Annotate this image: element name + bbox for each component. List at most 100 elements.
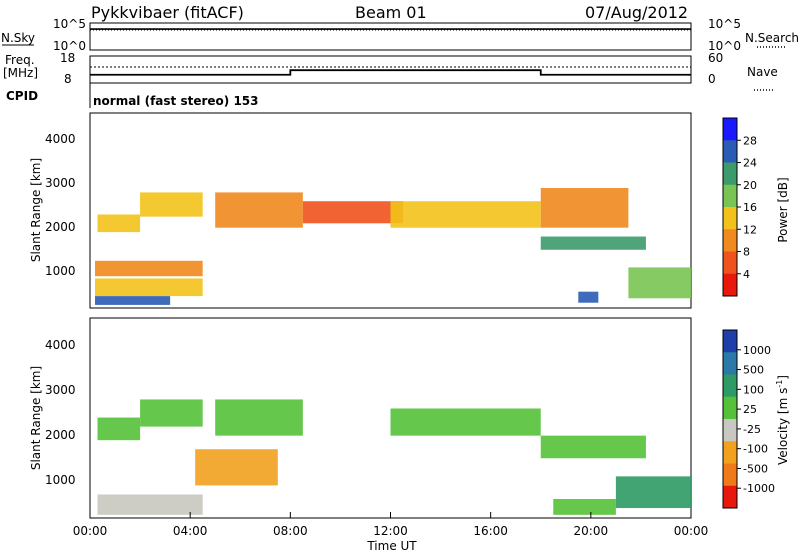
velocity-colorbar-swatch-0 xyxy=(723,330,737,353)
nsky-tick-top: 10^5 xyxy=(53,17,86,31)
velocity-colorbar-swatch-2 xyxy=(723,374,737,398)
freq-tick-top: 18 xyxy=(60,51,75,65)
velocity-region-5 xyxy=(390,408,541,436)
time-tick-label: 08:00 xyxy=(273,524,308,538)
station-title: Pykkvibaer (fitACF) xyxy=(91,3,244,22)
power-region-10 xyxy=(578,291,599,303)
cpid-text: normal (fast stereo) 153 xyxy=(93,94,259,108)
velocity-colorbar-tick: -25 xyxy=(743,423,761,436)
time-axis-label: Time UT xyxy=(366,539,417,553)
power-colorbar-swatch-5 xyxy=(723,229,737,252)
velocity-region-1 xyxy=(97,417,141,441)
date-title: 07/Aug/2012 xyxy=(585,3,688,22)
velocity-colorbar-swatch-1 xyxy=(723,352,737,375)
power-colorbar-swatch-7 xyxy=(723,273,737,297)
power-region-2 xyxy=(95,260,203,277)
power-colorbar-tick: 16 xyxy=(743,201,757,214)
power-region-3 xyxy=(97,214,141,233)
power-region-11 xyxy=(628,267,691,299)
nave-label: Nave xyxy=(747,65,778,79)
freq-label: Freq. xyxy=(5,53,35,67)
nsearch-label: N.Search xyxy=(745,31,799,45)
power-region-4 xyxy=(140,192,203,217)
power-colorbar-label: Power [dB] xyxy=(776,177,790,242)
power-heatmap xyxy=(95,188,691,305)
power-region-0 xyxy=(95,296,171,305)
velocity-ytick-2000: 2000 xyxy=(45,428,76,442)
nsky-tick-bottom: 10^0 xyxy=(53,39,86,53)
velocity-colorbar-tick: -100 xyxy=(743,443,768,456)
velocity-colorbar-swatch-4 xyxy=(723,419,737,442)
velocity-colorbar-tick: 500 xyxy=(743,364,764,377)
power-colorbar: 28 24 20 16 12 8 4 xyxy=(722,117,757,297)
nsearch-tick-bottom: 10^0 xyxy=(708,39,741,53)
time-tick-label: 00:00 xyxy=(73,524,108,538)
velocity-colorbar-swatch-5 xyxy=(723,441,737,464)
power-colorbar-tick: 4 xyxy=(743,268,750,281)
power-colorbar-swatch-2 xyxy=(723,162,737,186)
velocity-ytick-3000: 3000 xyxy=(45,383,76,397)
velocity-colorbar-label-end: ] xyxy=(776,375,790,380)
velocity-region-0 xyxy=(97,494,203,515)
power-region-6 xyxy=(302,201,404,224)
velocity-colorbar-label: Velocity [m s-1] xyxy=(775,375,790,465)
time-tick-label: 12:00 xyxy=(373,524,408,538)
time-axis: Time UT 00:00 04:00 08:00 12:00 16:00 20:00 00… xyxy=(73,512,709,553)
power-colorbar-tick: 20 xyxy=(743,179,757,192)
velocity-region-6 xyxy=(540,435,646,459)
power-colorbar-swatch-0 xyxy=(723,118,737,141)
velocity-panel: Slant Range [km] 1000 2000 3000 4000 100… xyxy=(29,317,790,519)
velocity-region-7 xyxy=(553,498,616,515)
noise-strip-frame xyxy=(89,22,692,51)
nave-tick-top: 60 xyxy=(708,51,723,65)
velocity-colorbar-label-sup: -1 xyxy=(775,380,784,388)
power-region-5 xyxy=(215,192,303,228)
power-region-1 xyxy=(95,278,203,297)
freq-strip-frame xyxy=(89,55,692,84)
nave-tick-bottom: 0 xyxy=(708,72,716,86)
velocity-region-4 xyxy=(215,399,303,436)
velocity-colorbar-swatch-6 xyxy=(723,463,737,487)
velocity-colorbar-tick: -500 xyxy=(743,462,768,475)
velocity-colorbar-tick: 1000 xyxy=(743,344,771,357)
freq-unit-label: [MHz] xyxy=(3,66,38,80)
nsearch-tick-top: 10^5 xyxy=(708,17,741,31)
power-ytick-3000: 3000 xyxy=(45,176,76,190)
power-colorbar-tick: 28 xyxy=(743,134,757,147)
velocity-colorbar-label-text: Velocity [m s xyxy=(776,388,790,465)
power-colorbar-swatch-3 xyxy=(723,184,737,208)
power-panel: Slant Range [km] 1000 2000 3000 4000 282… xyxy=(29,112,790,309)
freq-tick-bottom: 8 xyxy=(64,72,72,86)
power-ytick-2000: 2000 xyxy=(45,220,76,234)
velocity-colorbar: 1000 500 100 25 -25 -100 -500 -1000 xyxy=(722,329,775,509)
freq-series-line xyxy=(90,69,691,76)
power-region-7 xyxy=(390,201,541,228)
power-ytick-4000: 4000 xyxy=(45,132,76,146)
velocity-heatmap xyxy=(97,399,691,515)
beam-title: Beam 01 xyxy=(355,3,427,22)
freq-strip: Freq. [MHz] 18 8 60 0 Nave CPID normal (… xyxy=(3,51,778,108)
power-colorbar-swatch-4 xyxy=(723,207,737,230)
velocity-colorbar-swatch-7 xyxy=(723,485,737,509)
power-ylabel: Slant Range [km] xyxy=(29,158,43,262)
power-ytick-1000: 1000 xyxy=(45,264,76,278)
velocity-colorbar-frame xyxy=(722,329,738,509)
power-colorbar-swatch-6 xyxy=(723,251,737,275)
power-colorbar-tick: 8 xyxy=(743,246,750,259)
power-colorbar-tick: 12 xyxy=(743,223,757,236)
noise-strip: N.Sky 10^5 10^0 10^5 10^0 N.Search xyxy=(1,17,799,53)
velocity-region-3 xyxy=(195,449,278,486)
time-tick-label: 16:00 xyxy=(473,524,508,538)
power-colorbar-tick: 24 xyxy=(743,157,757,170)
power-region-9 xyxy=(540,188,629,228)
velocity-ytick-4000: 4000 xyxy=(45,338,76,352)
velocity-ylabel: Slant Range [km] xyxy=(29,366,43,470)
velocity-colorbar-tick: -1000 xyxy=(743,482,775,495)
velocity-colorbar-tick: 25 xyxy=(743,403,757,416)
power-colorbar-swatch-1 xyxy=(723,140,737,163)
time-tick-label: 20:00 xyxy=(574,524,609,538)
time-tick-label: 00:00 xyxy=(674,524,709,538)
velocity-ytick-1000: 1000 xyxy=(45,473,76,487)
time-tick-label: 04:00 xyxy=(173,524,208,538)
